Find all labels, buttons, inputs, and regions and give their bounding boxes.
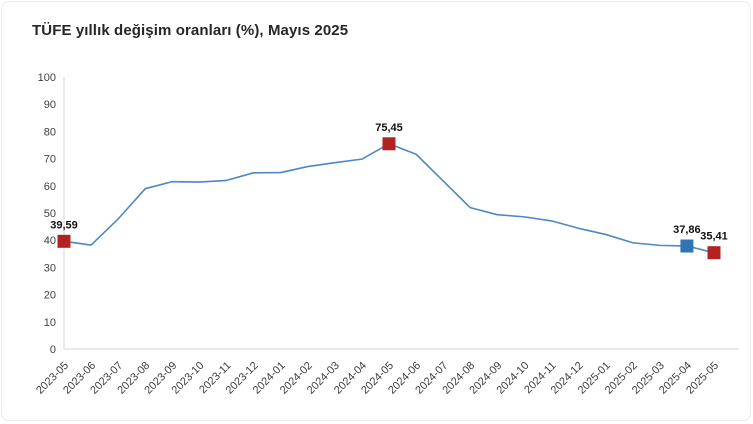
line-series	[63, 142, 715, 254]
data-label-2025-04: 37,86	[673, 224, 701, 236]
data-label-2023-05: 39,59	[50, 219, 78, 231]
y-tick-label: 90	[44, 99, 56, 111]
data-marker-2025-05[interactable]	[707, 246, 721, 260]
y-tick-label: 80	[44, 126, 56, 138]
y-tick-label: 0	[50, 344, 56, 356]
y-tick-label: 30	[44, 262, 56, 274]
y-tick-label: 70	[44, 154, 56, 166]
data-label-2024-05: 75,45	[375, 122, 403, 134]
y-tick-label: 40	[44, 235, 56, 247]
data-marker-2025-04[interactable]	[680, 239, 694, 253]
y-tick-label: 50	[44, 208, 56, 220]
y-tick-label: 100	[38, 72, 56, 84]
data-marker-2023-05[interactable]	[57, 234, 71, 248]
data-marker-2024-05[interactable]	[382, 137, 396, 151]
y-tick-label: 20	[44, 290, 56, 302]
y-tick-label: 10	[44, 317, 56, 329]
y-tick-label: 60	[44, 181, 56, 193]
data-label-2025-05: 35,41	[700, 231, 728, 243]
chart-title: TÜFE yıllık değişim oranları (%), Mayıs …	[32, 22, 349, 39]
